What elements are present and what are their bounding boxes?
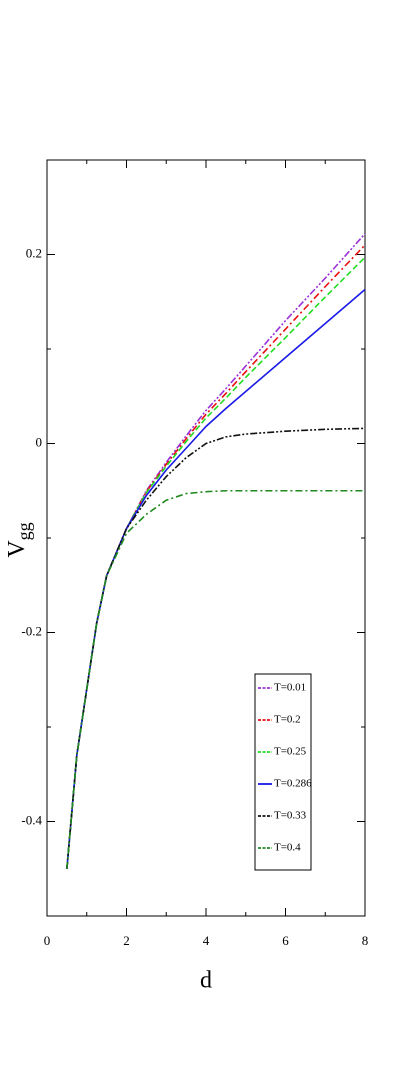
x-tick-label: 4: [203, 933, 210, 948]
legend-label: T=0.2: [274, 714, 301, 726]
legend-label: T=0.01: [274, 682, 306, 694]
x-tick-label: 2: [123, 933, 130, 948]
y-tick-label: 0: [36, 434, 43, 449]
legend-label: T=0.25: [274, 746, 307, 758]
y-tick-label: 0.2: [26, 245, 42, 260]
series-line: [66, 489, 365, 869]
legend-label: T=0.4: [274, 842, 301, 854]
y-label-subscript: gg: [14, 522, 34, 540]
x-tick-label: 6: [282, 933, 289, 948]
legend-label: T=0.33: [274, 810, 307, 822]
x-tick-label: 0: [44, 933, 51, 948]
series-line: [66, 244, 366, 869]
legend-box: [254, 673, 312, 871]
series-line: [66, 427, 366, 869]
y-axis-label: Vgg: [4, 522, 35, 557]
y-label-main: V: [4, 540, 30, 558]
y-tick-label: -0.2: [21, 623, 42, 638]
series-line: [66, 288, 366, 869]
x-tick-label: 8: [362, 933, 369, 948]
series-line: [66, 233, 366, 869]
plot-frame: [46, 159, 366, 917]
y-tick-label: -0.4: [21, 812, 42, 827]
x-axis-label: d: [200, 968, 212, 994]
legend-label: T=0.286: [274, 778, 312, 790]
